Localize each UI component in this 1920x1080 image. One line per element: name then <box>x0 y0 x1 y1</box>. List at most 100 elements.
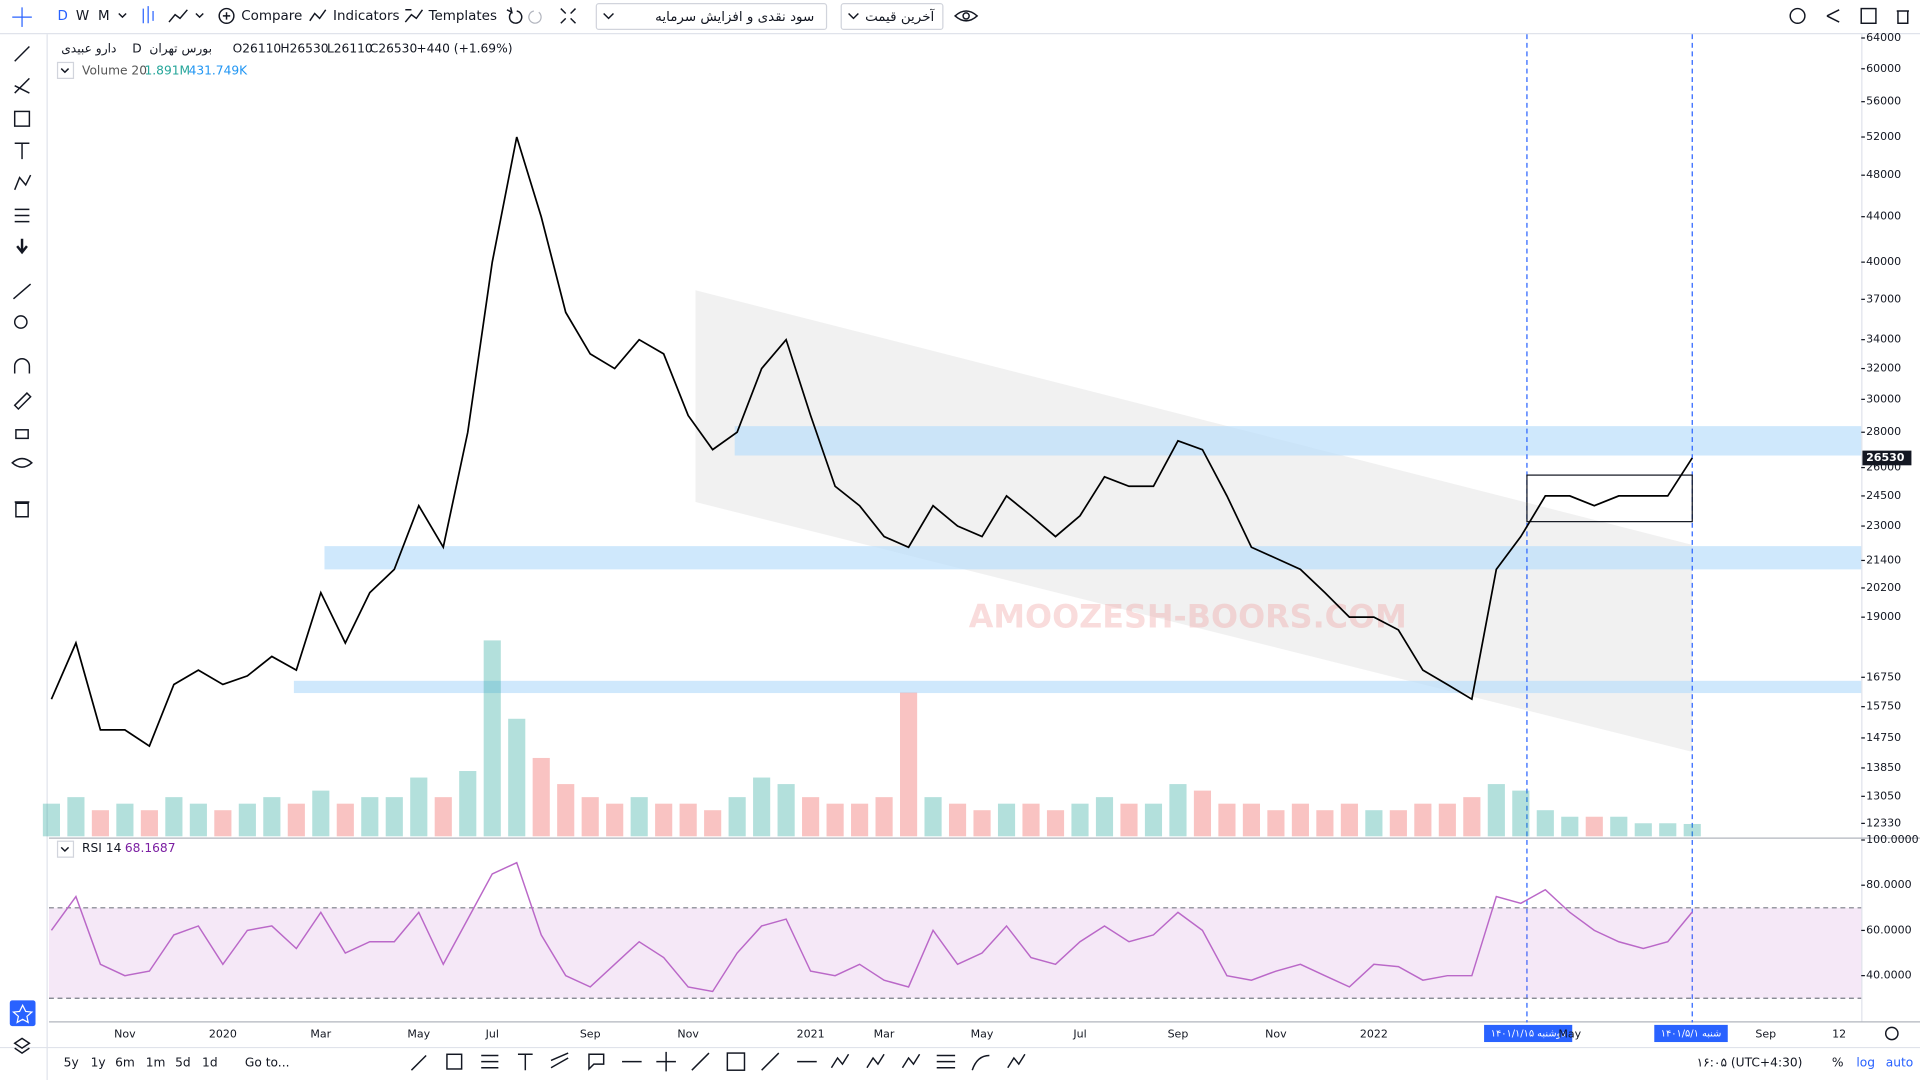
goto-button[interactable]: Go to... <box>245 1055 290 1069</box>
indicators-icon[interactable] <box>309 9 327 22</box>
lock-tool[interactable] <box>15 429 29 440</box>
rsi-title: RSI 14 <box>82 841 122 855</box>
volume-bar <box>1463 797 1481 837</box>
tool-icon[interactable] <box>588 1053 605 1071</box>
volume-bar <box>679 803 697 837</box>
crosshair-icon[interactable] <box>12 7 32 27</box>
fullscreen-icon[interactable] <box>560 8 577 24</box>
tool-icon[interactable] <box>550 1052 569 1069</box>
tool-icon[interactable] <box>517 1053 533 1071</box>
templates-button[interactable]: Templates <box>428 9 497 24</box>
range-button[interactable]: 5d <box>175 1055 191 1069</box>
y-tick-label: 30000 <box>1866 392 1901 405</box>
tool-icon[interactable] <box>691 1052 710 1071</box>
tool-icon[interactable] <box>866 1053 885 1069</box>
indicators-button[interactable]: Indicators <box>333 9 399 24</box>
percent-toggle[interactable]: % <box>1832 1055 1844 1069</box>
y-tick-label: 56000 <box>1866 95 1901 108</box>
tool-icon[interactable] <box>1007 1053 1026 1069</box>
dropdown-box[interactable] <box>840 3 944 30</box>
range-button[interactable]: 1d <box>202 1055 218 1069</box>
compare-plus[interactable] <box>222 12 231 20</box>
bar-type-icon[interactable] <box>142 6 154 24</box>
tool-icon[interactable] <box>936 1054 956 1069</box>
share-icon[interactable] <box>1826 9 1840 23</box>
undo-icon[interactable] <box>506 7 523 24</box>
zone-drawing <box>734 426 1862 456</box>
legend-open: O26110 <box>233 41 282 55</box>
range-button[interactable]: 1y <box>91 1055 106 1069</box>
volume-bar <box>1169 784 1187 837</box>
auto-toggle[interactable]: auto <box>1886 1055 1914 1069</box>
tool-icon[interactable] <box>656 1051 676 1072</box>
prediction-tool[interactable] <box>14 208 30 223</box>
tool-icon[interactable] <box>446 1053 463 1070</box>
volume-bar <box>973 810 991 837</box>
volume-bar <box>1095 797 1114 837</box>
timezone-clock[interactable]: ۱۶:۰۵ (UTC+4:30) <box>1697 1055 1803 1069</box>
volume-bar <box>1071 803 1089 837</box>
tool-icon[interactable] <box>726 1052 746 1071</box>
pattern-tool[interactable] <box>14 174 32 191</box>
axis-settings-icon[interactable] <box>1884 1026 1899 1041</box>
x-tick-label: Nov <box>1265 1028 1287 1041</box>
y-tick-label: 15750 <box>1866 700 1901 713</box>
volume-bar <box>42 803 60 837</box>
ruler-tool[interactable] <box>12 283 32 300</box>
shape-tool[interactable] <box>13 110 31 127</box>
left-toolbar <box>9 46 36 1054</box>
volume-bar <box>1046 810 1065 837</box>
trend-line-tool[interactable] <box>14 46 30 62</box>
range-button[interactable]: 6m <box>115 1055 135 1069</box>
dropdown-text: آخرین قیمت <box>865 8 935 25</box>
compare-icon[interactable] <box>218 7 235 24</box>
interval-w[interactable]: W <box>76 9 89 24</box>
tool-icon[interactable] <box>481 1054 499 1069</box>
y-tick-label: 14750 <box>1866 731 1901 744</box>
compare-button[interactable]: Compare <box>241 9 302 24</box>
y-tick-label: 12330 <box>1866 816 1901 829</box>
settings-icon[interactable] <box>1789 7 1806 24</box>
interval-d[interactable]: D <box>58 9 68 24</box>
collapse-button[interactable] <box>56 61 75 79</box>
hide-tool[interactable] <box>11 457 33 468</box>
layers-icon[interactable] <box>13 1037 31 1054</box>
y-tick-label: 16750 <box>1866 670 1901 683</box>
chart-type-dropdown[interactable] <box>195 12 204 19</box>
line-type-icon[interactable] <box>168 9 188 23</box>
templates-icon[interactable] <box>404 9 424 23</box>
tool-icon[interactable] <box>830 1053 850 1069</box>
zoom-tool[interactable] <box>13 315 28 329</box>
interval-m[interactable]: M <box>98 9 110 24</box>
arrow-tool[interactable] <box>16 238 28 255</box>
interval-dropdown[interactable] <box>118 12 127 19</box>
rsi-tick-label: 80.0000 <box>1866 878 1912 891</box>
tool-icon[interactable] <box>901 1053 921 1069</box>
collapse-button[interactable] <box>56 840 75 858</box>
favorites-button[interactable] <box>9 1000 36 1027</box>
x-tick-label: Jul <box>485 1028 499 1041</box>
snapshot-icon[interactable] <box>1860 7 1877 24</box>
eye-icon[interactable] <box>953 10 979 22</box>
legend-close: C26530 <box>370 41 417 55</box>
volume-bar <box>116 803 134 837</box>
y-tick-label: 40000 <box>1866 255 1901 268</box>
text-tool[interactable] <box>14 142 30 160</box>
tool-icon[interactable] <box>410 1054 427 1071</box>
trash-icon[interactable] <box>1896 10 1909 25</box>
drawing-mode-tool[interactable] <box>13 392 32 411</box>
redo-icon[interactable] <box>528 10 542 24</box>
remove-tool[interactable] <box>14 501 30 518</box>
range-button[interactable]: 5y <box>64 1055 79 1069</box>
range-button[interactable]: 1m <box>146 1055 166 1069</box>
volume-bar <box>777 784 795 837</box>
fib-tool[interactable] <box>14 77 30 94</box>
dropdown-box[interactable] <box>595 3 828 30</box>
volume-bar <box>924 797 942 837</box>
tool-icon[interactable] <box>971 1054 990 1071</box>
tool-icon[interactable] <box>761 1052 780 1071</box>
magnet-tool[interactable] <box>13 358 31 374</box>
volume-bar <box>997 803 1016 837</box>
log-toggle[interactable]: log <box>1856 1055 1875 1069</box>
